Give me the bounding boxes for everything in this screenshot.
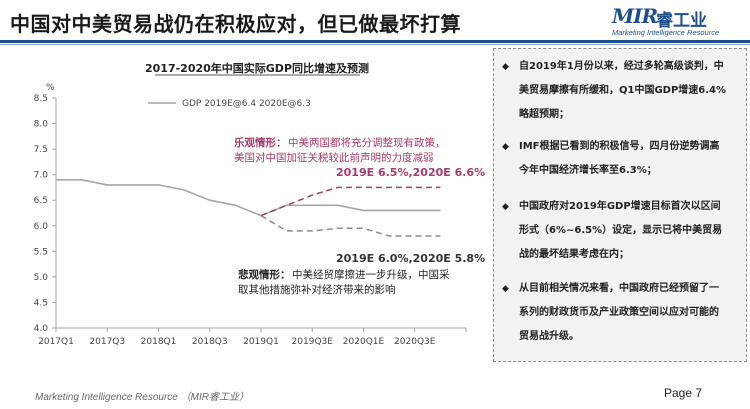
y-tick-label: 6.5 [34, 196, 48, 206]
bullet-item: ◆ 自2019年1月份以来，经过多轮高级谈判，中 美贸易摩擦有所缓和，Q1中国G… [502, 55, 740, 127]
pessimistic-annotation-line1: 中美经贸摩擦进一步升级，中国采 [292, 268, 450, 281]
diamond-bullet-icon: ◆ [502, 62, 509, 72]
x-tick-label: 2017Q1 [38, 337, 74, 347]
logo-mark: MIR [612, 4, 658, 28]
bullet-line: 略超预期； [519, 109, 569, 120]
bullet-line: 美贸易摩擦有所缓和，Q1中国GDP增速6.4% [519, 85, 727, 96]
y-axis-label: % [46, 83, 55, 93]
y-tick-label: 5.5 [34, 247, 48, 257]
y-tick-label: 6.0 [34, 222, 49, 232]
bullet-item: ◆ 从目前相关情况来看，中国政府已经预留了一 系列的财政货币及产业政策空间以应对… [502, 277, 740, 349]
y-tick-label: 7.5 [34, 145, 48, 155]
optimistic-annotation-line1: 中美两国都将充分调整现有政策， [288, 136, 446, 149]
bullet-line: 从目前相关情况来看，中国政府已经预留了一 [519, 283, 719, 294]
page-title: 中国对中美贸易战仍在积极应对，但已做最坏打算 [10, 12, 461, 36]
chart-series [56, 179, 441, 237]
bullet-line: IMF根据已看到的积极信号，四月份逆势调高 [519, 141, 720, 152]
header-rule-thin [0, 44, 750, 45]
chart-axes: 8.5 8.0 7.5 7.0 6.5 6.0 5.5 5.0 4.5 4.0% 2017Q1 201… [34, 83, 467, 347]
y-tick-label: 4.5 [34, 298, 48, 308]
y-tick-label: 8.5 [34, 94, 48, 104]
optimistic-annotation-line2: 美国对中国加征关税较此前声明的力度减弱 [234, 151, 434, 164]
y-tick-label: 5.0 [34, 273, 49, 283]
diamond-bullet-icon: ◆ [502, 142, 509, 152]
series-line [260, 186, 441, 217]
bullet-line: 中国政府对2019年GDP增速目标首次以区间 [519, 201, 721, 212]
x-tick-label: 2019Q3E [292, 337, 334, 347]
bullet-line: 战的最坏结果考虑在内； [519, 249, 629, 260]
key-points-panel: ◆ 自2019年1月份以来，经过多轮高级谈判，中 美贸易摩擦有所缓和，Q1中国G… [493, 48, 747, 362]
series-line [260, 214, 441, 237]
bullet-item: ◆ 中国政府对2019年GDP增速目标首次以区间 形式（6%~6.5%）设定，显… [502, 195, 740, 267]
brand-logo: MIR 睿工业 Marketing Intelligence Resource [612, 4, 740, 38]
y-tick-label: 7.0 [34, 171, 49, 181]
x-tick-label: 2018Q1 [141, 337, 177, 347]
y-tick-label: 4.0 [34, 324, 49, 334]
chart-annotations: 乐观情形： 中美两国都将充分调整现有政策， 美国对中国加征关税较此前声明的力度减… [234, 136, 485, 296]
bullet-line: 贸易战升级。 [519, 331, 579, 342]
bullet-item: ◆ IMF根据已看到的积极信号，四月份逆势调高 今年中国经济增长率至6.3%； [502, 135, 740, 183]
optimistic-forecast-label: 2019E 6.5%,2020E 6.6% [336, 166, 485, 179]
pessimistic-annotation-line2: 取其他措施弥补对经济带来的影响 [238, 283, 396, 296]
diamond-bullet-icon: ◆ [502, 202, 509, 212]
diamond-bullet-icon: ◆ [502, 284, 509, 294]
y-tick-label: 8.0 [34, 120, 49, 130]
footer-source: Marketing Intelligence Resource （MIR睿工业） [35, 392, 249, 403]
chart-title: 2017-2020年中国实际GDP同比增速及预测 [145, 61, 369, 75]
bullet-line: 形式（6%~6.5%）设定，显示已将中美贸易 [519, 225, 723, 236]
x-tick-label: 2020Q1E [343, 337, 385, 347]
x-tick-label: 2020Q3E [394, 337, 436, 347]
bullet-line: 自2019年1月份以来，经过多轮高级谈判，中 [519, 61, 724, 72]
page-number: Page 7 [664, 386, 703, 400]
header-rule [0, 40, 750, 43]
logo-chinese-name: 睿工业 [656, 11, 707, 31]
gdp-growth-chart: 2017-2020年中国实际GDP同比增速及预测 8.5 8.0 7.5 7.0 6.5… [34, 61, 485, 347]
pessimistic-forecast-label: 2019E 6.0%,2020E 5.8% [336, 252, 485, 265]
x-tick-label: 2019Q1 [243, 337, 279, 347]
bullet-line: 今年中国经济增长率至6.3%； [519, 165, 657, 176]
optimistic-annotation-head: 乐观情形： [234, 136, 287, 149]
legend-label: GDP 2019E@6.4 2020E@6.3 [182, 99, 311, 109]
series-line [56, 179, 441, 217]
x-tick-label: 2017Q3 [89, 337, 125, 347]
logo-tagline: Marketing Intelligence Resource [612, 28, 720, 37]
bullet-line: 系列的财政货币及产业政策空间以应对可能的 [519, 307, 719, 318]
x-tick-label: 2018Q3 [192, 337, 228, 347]
pessimistic-annotation-head: 悲观情形： [238, 268, 291, 281]
